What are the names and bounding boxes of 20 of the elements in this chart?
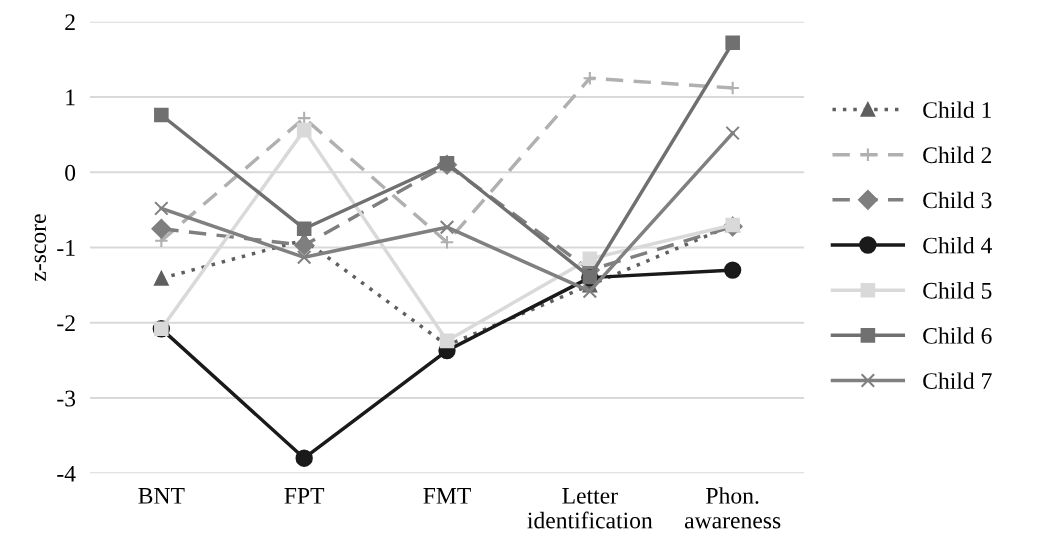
y-tick-label: -2 — [57, 315, 75, 331]
legend-label: Child 7 — [923, 372, 992, 389]
y-tick-label: 0 — [65, 164, 76, 181]
legend-label: Child 2 — [923, 146, 992, 164]
legend-label: Child 1 — [923, 101, 991, 118]
y-tick-label: -3 — [57, 390, 76, 407]
x-tick-label: BNT — [138, 488, 185, 504]
legend-label: Child 6 — [923, 327, 992, 344]
x-tick-label: FMT — [423, 488, 471, 504]
y-tick-label: -1 — [57, 240, 75, 256]
x-tick-label: Phon. awareness — [684, 487, 781, 529]
legend-label: Child 5 — [923, 282, 992, 299]
y-axis-title: z-score — [34, 214, 47, 281]
x-tick-label: Letter identification — [527, 488, 653, 529]
y-tick-label: -4 — [57, 465, 76, 482]
legend-label: Child 3 — [923, 191, 992, 209]
legend-label: Child 4 — [923, 236, 993, 254]
x-tick-label: FPT — [284, 488, 325, 504]
y-tick-label: 2 — [65, 14, 75, 30]
y-tick-label: 1 — [66, 89, 75, 106]
